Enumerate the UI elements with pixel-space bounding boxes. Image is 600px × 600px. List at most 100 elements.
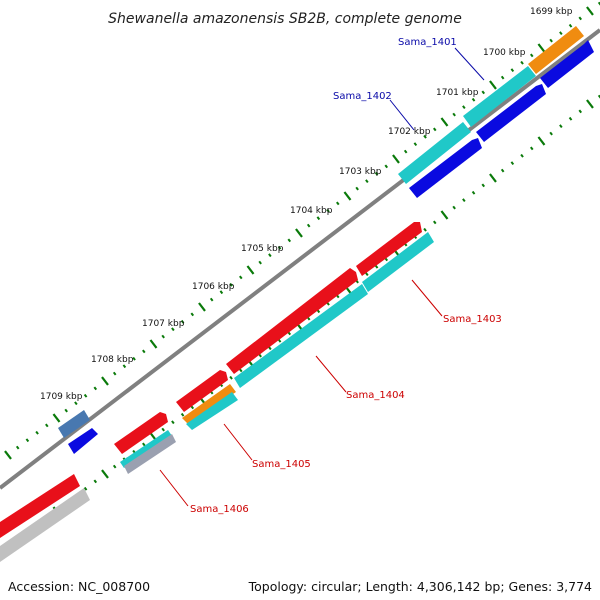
gene-orange <box>528 26 584 74</box>
gene-blue-arrow <box>476 84 546 142</box>
tick-mark <box>198 302 206 312</box>
gene-orange <box>182 384 236 424</box>
gene-red-arrow <box>114 412 168 454</box>
gene-cyan <box>120 430 172 468</box>
gene-label-sama-1404: Sama_1404 <box>346 390 405 401</box>
leader-line <box>411 279 443 317</box>
genome-summary-text: Topology: circular; Length: 4,306,142 bp… <box>248 579 592 594</box>
tick-label: 1700 kbp <box>483 48 526 58</box>
tick-mark <box>586 99 594 109</box>
gene-red-arrow <box>226 268 358 374</box>
tick-mark <box>374 171 379 176</box>
tick-mark <box>520 60 524 65</box>
tick-mark <box>520 153 524 158</box>
gene-label-sama-1402: Sama_1402 <box>333 91 392 102</box>
tick-mark <box>549 131 553 136</box>
tick-mark <box>510 68 515 73</box>
tick-mark <box>537 43 546 53</box>
gene-steel <box>58 410 90 438</box>
gene-gray <box>124 434 176 474</box>
tick-mark <box>258 260 262 265</box>
tick-label: 1702 kbp <box>388 127 431 137</box>
tick-mark <box>171 327 175 332</box>
tick-mark <box>537 136 546 146</box>
tick-mark <box>122 364 127 369</box>
leader-line <box>454 47 485 81</box>
tick-mark <box>365 272 369 277</box>
tick-label: 1704 kbp <box>290 206 333 216</box>
tick-mark <box>93 386 98 391</box>
gene-blue-arrow <box>68 428 98 454</box>
tick-mark <box>568 116 573 121</box>
tick-mark <box>295 228 303 238</box>
tick-mark <box>481 183 486 188</box>
tick-mark <box>239 368 243 373</box>
tick-mark <box>209 297 214 302</box>
tick-mark <box>423 134 427 139</box>
accession-text: Accession: NC_008700 <box>8 579 151 594</box>
gene-red-arrow <box>356 222 422 276</box>
tick-mark <box>15 445 20 450</box>
tick-mark <box>529 53 534 58</box>
genome-backbone <box>0 28 600 490</box>
tick-mark <box>112 464 117 469</box>
leader-line <box>223 423 253 461</box>
tick-mark <box>462 198 466 203</box>
gene-cyan <box>463 66 536 127</box>
tick-labels: 1699 kbp 1700 kbp 1701 kbp 1702 kbp 1703… <box>40 7 573 402</box>
tick-mark <box>392 154 400 164</box>
tick-mark <box>403 149 408 154</box>
tick-mark <box>500 168 505 173</box>
gene-label-sama-1401: Sama_1401 <box>398 37 457 48</box>
tick-mark <box>578 109 583 114</box>
gene-cyan <box>186 392 238 430</box>
tick-mark <box>355 186 359 191</box>
tick-mark <box>229 282 233 287</box>
tick-mark <box>365 179 369 184</box>
tick-mark <box>306 223 311 228</box>
tick-mark <box>161 427 165 432</box>
tick-mark <box>180 412 185 417</box>
tick-mark <box>101 469 109 479</box>
leader-line <box>389 99 415 131</box>
tick-mark <box>83 393 88 398</box>
tick-mark <box>549 38 553 43</box>
tick-mark <box>559 124 563 129</box>
tick-mark <box>83 486 88 491</box>
tick-mark <box>25 438 30 443</box>
gene-gray <box>0 488 90 562</box>
tick-mark <box>161 334 165 339</box>
tick-mark <box>132 356 136 361</box>
tick-mark <box>180 319 185 324</box>
leader-line <box>159 469 189 507</box>
tick-mark <box>568 23 573 28</box>
reverse-strand-genes <box>398 26 584 184</box>
tick-mark <box>440 210 449 220</box>
tick-mark <box>142 442 146 447</box>
tick-label: 1708 kbp <box>91 355 134 365</box>
tick-mark <box>510 161 515 166</box>
tick-mark <box>578 16 583 21</box>
tick-mark <box>219 290 224 295</box>
tick-mark <box>374 264 379 269</box>
tick-mark <box>559 31 563 36</box>
tick-mark <box>52 413 61 423</box>
tick-mark <box>74 401 78 406</box>
tick-mark <box>287 238 292 243</box>
secondary-track <box>0 232 434 562</box>
tick-mark <box>239 275 243 280</box>
gene-leader-lines <box>159 47 485 507</box>
tick-mark <box>489 80 497 90</box>
tick-label: 1699 kbp <box>530 7 573 17</box>
tick-mark <box>45 423 49 428</box>
gene-cyan <box>362 232 434 292</box>
tick-mark <box>35 430 39 435</box>
tick-label: 1707 kbp <box>142 319 185 329</box>
tick-mark <box>190 405 195 410</box>
tick-mark <box>336 201 340 206</box>
tick-mark <box>481 90 486 95</box>
tick-mark <box>471 97 476 102</box>
map-title: Shewanella amazonensis SB2B, complete ge… <box>108 11 462 27</box>
tick-mark <box>432 220 437 225</box>
tick-mark <box>258 353 262 358</box>
